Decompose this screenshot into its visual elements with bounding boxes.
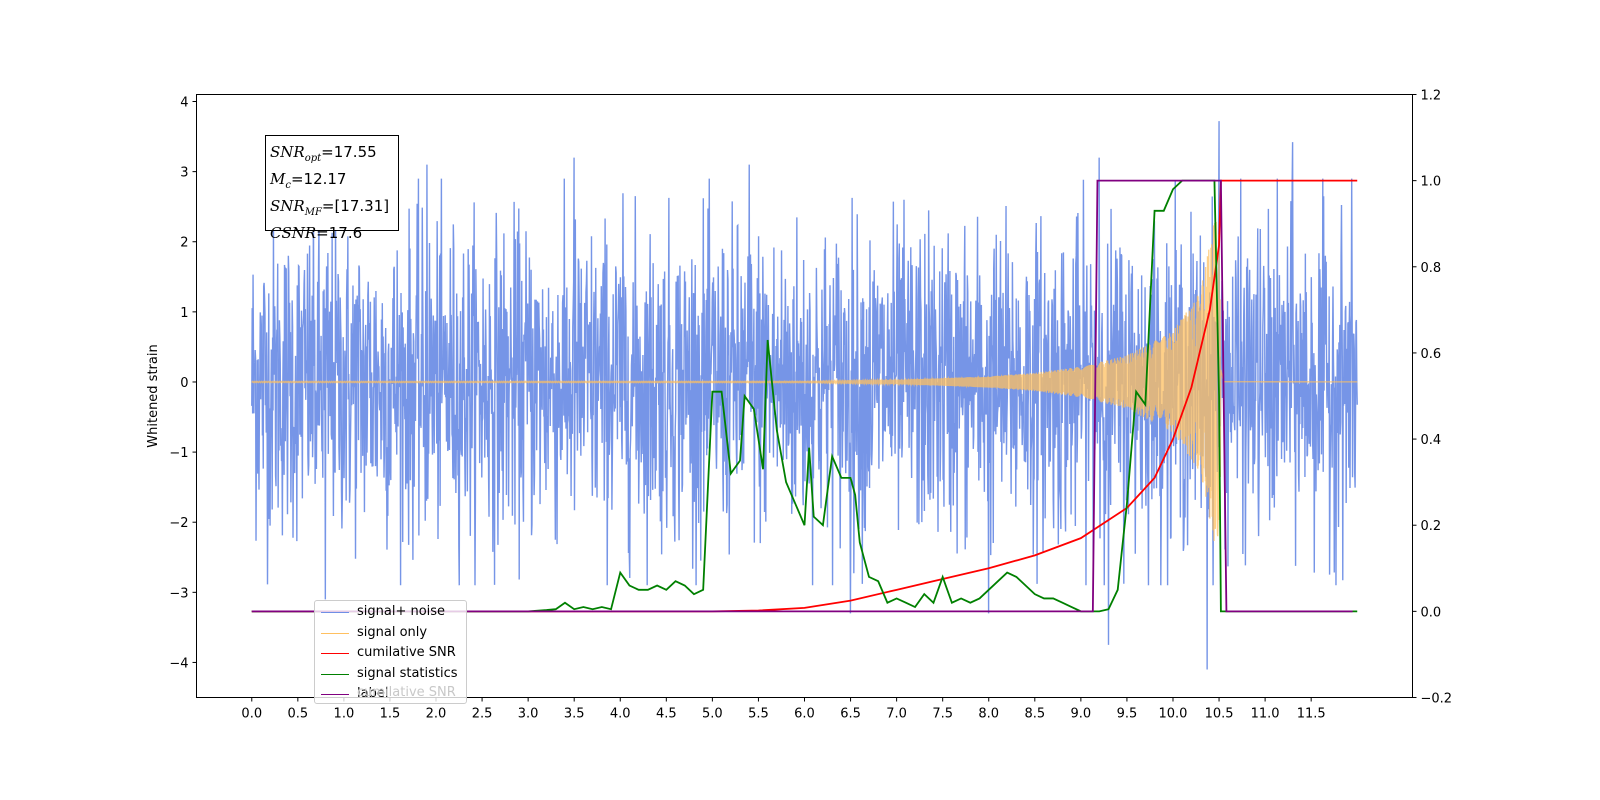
x-tick-label: 4.0 [610, 707, 631, 722]
x-tick-label: 5.5 [748, 707, 769, 722]
x-tick-label: 0.5 [287, 707, 308, 722]
snr-mf-line: SNRMF=[17.31] [270, 197, 390, 218]
legend-swatch [321, 673, 349, 675]
y-right-tick-label: 0.2 [1421, 519, 1442, 534]
legend: signal+ noise signal only cumilative SNR… [314, 600, 467, 704]
legend-entry: cumilative SNR [315, 644, 466, 665]
legend-swatch [321, 612, 349, 613]
x-tick-label: 9.0 [1071, 707, 1092, 722]
y-right-tick-label: 0.0 [1421, 605, 1442, 620]
x-tick-label: 10.5 [1205, 707, 1234, 722]
y-axis-left: −4 −3 −2 −1 0 1 2 3 4 [169, 96, 197, 671]
csnr-value: =17.6 [316, 224, 363, 242]
legend-label: cumilative SNR [357, 645, 456, 660]
y-left-tick-label: −2 [169, 516, 188, 531]
x-tick-label: 11.0 [1251, 707, 1280, 722]
metrics-annotation-box: SNRopt=17.55 Mc=12.17 SNRMF=[17.31] CSNR… [265, 135, 399, 242]
snr-mf-value: =[17.31] [321, 197, 390, 215]
y-right-tick-label: 1.2 [1421, 89, 1442, 104]
y-right-tick-label: 0.4 [1421, 433, 1442, 448]
legend-entry: signal+ noise [315, 603, 466, 624]
legend-entry: label [315, 685, 466, 706]
legend-entry: signal statistics [315, 665, 466, 686]
legend-label: signal statistics [357, 665, 458, 681]
y-right-tick-label: 0.8 [1421, 261, 1442, 276]
x-tick-label: 1.0 [334, 707, 355, 722]
y-axis-label: Whitened strain [146, 344, 161, 447]
x-tick-label: 0.0 [241, 707, 262, 722]
x-tick-label: 3.5 [564, 707, 585, 722]
x-tick-label: 7.5 [932, 707, 953, 722]
y-left-tick-label: −1 [169, 446, 188, 461]
x-tick-label: 6.5 [840, 707, 861, 722]
y-left-tick-label: 0 [180, 376, 188, 391]
signal-statistics-line [251, 179, 1358, 613]
snr-opt-value: =17.55 [321, 143, 377, 161]
y-right-tick-label: 1.0 [1421, 175, 1442, 190]
x-tick-label: 9.5 [1117, 707, 1138, 722]
x-tick-label: 5.0 [702, 707, 723, 722]
x-tick-label: 8.0 [978, 707, 999, 722]
x-tick-label: 2.0 [426, 707, 447, 722]
y-left-tick-label: 2 [180, 236, 188, 251]
y-left-tick-label: 3 [180, 166, 188, 181]
y-axis-right: −0.2 0.0 0.2 0.4 0.6 0.8 1.0 1.2 [1412, 89, 1453, 707]
y-right-tick-label: −0.2 [1421, 692, 1453, 707]
legend-swatch [321, 694, 349, 695]
legend-swatch [321, 653, 349, 654]
cumulative-snr-line [251, 179, 1358, 613]
y-left-tick-label: 4 [180, 96, 188, 111]
legend-label: label [357, 686, 389, 701]
x-tick-label: 3.0 [518, 707, 539, 722]
snr-opt-line: SNRopt=17.55 [270, 143, 377, 164]
signal-only-line [251, 221, 1358, 541]
legend-swatch [321, 632, 349, 634]
y-left-tick-label: −3 [169, 586, 188, 601]
label-line [251, 179, 1353, 613]
series-signal-only [251, 221, 1358, 541]
x-tick-label: 1.5 [380, 707, 401, 722]
x-tick-label: 10.0 [1159, 707, 1188, 722]
x-tick-label: 6.0 [794, 707, 815, 722]
y-left-tick-label: 1 [180, 306, 188, 321]
x-tick-label: 4.5 [656, 707, 677, 722]
y-left-tick-label: −4 [169, 656, 188, 671]
legend-entry: signal only [315, 624, 466, 645]
mc-line: Mc=12.17 [270, 170, 347, 191]
x-axis: 0.0 0.5 1.0 1.5 2.0 2.5 3.0 3.5 4.0 4.5 5.0 5.5 6.0 6… [241, 697, 1326, 722]
x-tick-label: 7.0 [886, 707, 907, 722]
y-right-tick-label: 0.6 [1421, 347, 1442, 362]
mc-value: =12.17 [290, 170, 347, 188]
legend-label: signal+ noise [357, 604, 446, 619]
x-tick-label: 11.5 [1297, 707, 1326, 722]
series-lines [251, 179, 1358, 613]
x-tick-label: 2.5 [472, 707, 493, 722]
legend-label: signal only [357, 624, 428, 640]
csnr-line: CSNR=17.6 [270, 224, 363, 242]
x-tick-label: 8.5 [1024, 707, 1045, 722]
